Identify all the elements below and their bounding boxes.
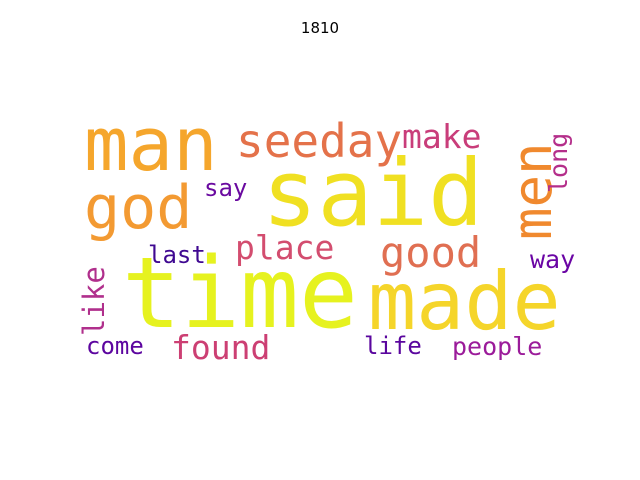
word-make: make [402, 117, 482, 156]
word-man: man [84, 102, 218, 188]
word-long: long [544, 132, 573, 193]
word-good: good [380, 228, 482, 277]
word-say: say [204, 174, 248, 202]
word-found: found [171, 328, 271, 367]
word-place: place [235, 228, 335, 267]
word-life: life [364, 332, 422, 360]
word-like: like [77, 266, 111, 336]
word-seeday: seeday [236, 114, 403, 168]
word-made: made [368, 255, 561, 348]
word-last: last [148, 241, 206, 269]
figure-title: 1810 [300, 19, 340, 37]
word-said: said [262, 140, 484, 247]
word-people: people [452, 332, 543, 361]
word-come: come [86, 332, 144, 360]
word-way: way [530, 245, 576, 274]
word-god: god [84, 173, 193, 243]
word-time: time [122, 237, 359, 351]
